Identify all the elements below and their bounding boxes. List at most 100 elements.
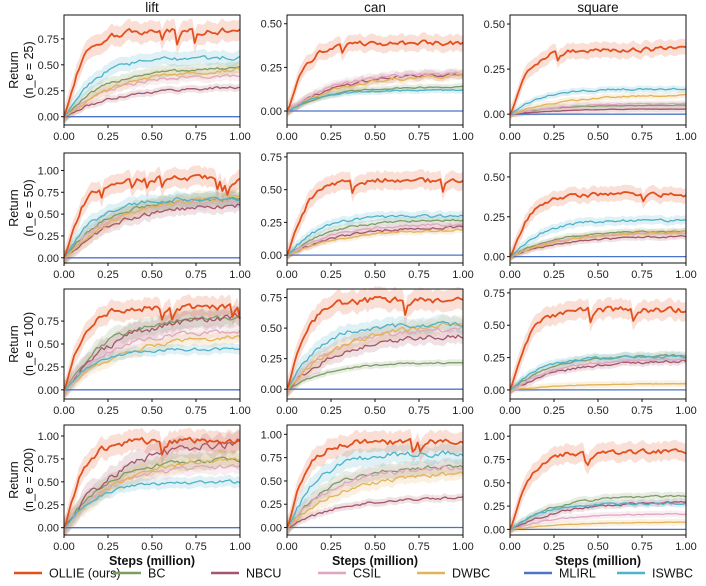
line-ollie-ours-: [509, 448, 687, 530]
legend-item-dwbc: DWBC: [417, 567, 490, 581]
y-tick-label: 0.00: [484, 252, 505, 264]
x-tick-label: 0.25: [543, 131, 564, 143]
x-tick-label: 0.75: [631, 405, 652, 417]
band-ollie-ours-: [64, 165, 240, 268]
line-csil: [509, 102, 687, 115]
x-tick-label: 1.00: [229, 269, 250, 281]
y-tick-label: 0.50: [484, 172, 505, 184]
panel-can-row-2: 0.00 0.25 0.50 0.75 0.00 0.25 0.50 0.75 1.00: [261, 286, 474, 417]
x-tick-label: 0.50: [364, 405, 385, 417]
line-iswbc: [286, 88, 464, 112]
line-dwbc: [509, 521, 687, 531]
y-tick-label: 0.00: [261, 523, 282, 535]
line-nbcu: [63, 86, 241, 118]
band-iswbc: [287, 441, 463, 537]
y-tick-label: 0.00: [261, 384, 282, 396]
y-tick-label: 0.50: [261, 185, 282, 197]
band-csil: [510, 510, 686, 533]
band-dwbc: [64, 329, 240, 397]
line-bc: [509, 230, 687, 258]
y-tick-label: 0.00: [38, 385, 59, 397]
legend-label: MLIRL: [559, 567, 596, 581]
band-bc: [287, 359, 463, 393]
y-tick-label: 0.00: [38, 112, 59, 124]
x-tick-label: 0.75: [185, 131, 206, 143]
x-tick-label: 0.25: [320, 269, 341, 281]
line-csil: [286, 71, 463, 112]
panel-square-row-3: 0.00 0.25 0.50 0.75 1.00 0.00 0.25 0.50 0.75 1.00…: [484, 424, 697, 568]
band-iswbc: [64, 48, 240, 125]
y-tick-label: 0.75: [261, 453, 282, 465]
band-dwbc: [287, 314, 463, 398]
x-tick-label: 0.25: [320, 131, 341, 143]
panels-grid: 0.00 0.25 0.50 0.75 0.00 0.25 0.50 0.75 1.00 lift…: [7, 0, 697, 568]
y-tick-label: 0.75: [38, 316, 59, 328]
band-iswbc: [287, 86, 463, 115]
line-dwbc: [509, 230, 687, 258]
panel-can-row-3: 0.00 0.25 0.50 0.75 1.00 0.00 0.25 0.50 0.75 1.00…: [261, 424, 474, 568]
line-iswbc: [509, 87, 687, 115]
panel-lift-row-1: 0.00 0.25 0.50 0.75 1.00 0.00 0.25 0.50 0.75 1.00…: [7, 152, 251, 281]
x-tick-label: 0.50: [587, 405, 608, 417]
x-tick-label: 0.75: [408, 405, 429, 417]
y-tick-label: 0.25: [484, 501, 505, 513]
line-nbcu: [63, 313, 241, 391]
band-nbcu: [64, 429, 240, 539]
line-bc: [63, 65, 241, 118]
line-csil: [286, 223, 464, 256]
panel-lift-row-3: 0.00 0.25 0.50 0.75 1.00 0.00 0.25 0.50 0.75 1.00…: [7, 424, 251, 568]
x-tick-label: 0.00: [53, 269, 74, 281]
line-csil: [509, 512, 687, 531]
band-iswbc: [64, 342, 240, 395]
x-tick-label: 0.50: [587, 269, 608, 281]
band-nbcu: [287, 68, 463, 116]
band-ollie-ours-: [64, 18, 240, 128]
line-iswbc: [286, 450, 464, 529]
x-tick-label: 0.50: [364, 541, 385, 553]
plot-area: [287, 289, 463, 399]
x-tick-label: 0.50: [587, 131, 608, 143]
legend-label: ISWBC: [652, 567, 693, 581]
x-tick-label: 0.75: [631, 541, 652, 553]
panel-lift-row-0: 0.00 0.25 0.50 0.75 0.00 0.25 0.50 0.75 1.00 lift…: [7, 0, 251, 143]
row-label-return: Return: [7, 51, 21, 89]
x-tick-label: 0.25: [97, 269, 118, 281]
band-nbcu: [510, 356, 686, 394]
panel-can-row-1: 0.00 0.25 0.50 0.75 0.00 0.25 0.50 0.75 1.00: [261, 152, 474, 281]
band-dwbc: [64, 62, 240, 123]
line-iswbc: [63, 479, 241, 529]
line-bc: [286, 218, 464, 256]
x-tick-label: 1.00: [675, 131, 696, 143]
legend-label: DWBC: [452, 567, 490, 581]
band-iswbc: [64, 190, 240, 266]
y-tick-label: 0.25: [261, 499, 282, 511]
row-label-return: Return: [7, 189, 21, 227]
y-tick-label: 0.25: [261, 62, 282, 74]
legend-item-ollie-ours-: OLLIE (ours): [14, 567, 121, 581]
line-dwbc: [509, 382, 687, 391]
x-tick-label: 0.75: [631, 131, 652, 143]
x-tick-label: 0.75: [408, 131, 429, 143]
row-label-ne: (n_e = 100): [22, 312, 36, 376]
line-ollie-ours-: [509, 305, 687, 391]
y-tick-label: 0.50: [38, 209, 59, 221]
x-tick-label: 0.75: [408, 269, 429, 281]
legend-label: NBCU: [246, 567, 281, 581]
x-tick-label: 0.75: [408, 541, 429, 553]
y-tick-label: 0.25: [261, 354, 282, 366]
x-tick-label: 0.00: [53, 131, 74, 143]
legend-item-nbcu: NBCU: [211, 567, 281, 581]
band-csil: [64, 323, 240, 398]
row-label-return: Return: [7, 461, 21, 499]
line-nbcu: [286, 225, 464, 257]
y-tick-label: 0.75: [38, 34, 59, 46]
x-tick-label: 1.00: [452, 405, 473, 417]
plot-area: [510, 289, 686, 399]
band-ollie-ours-: [64, 294, 240, 401]
legend-item-bc: BC: [113, 567, 165, 581]
band-iswbc: [287, 209, 463, 261]
y-tick-label: 0.00: [261, 106, 282, 118]
y-tick-label: 0.50: [38, 477, 59, 489]
band-dwbc: [287, 465, 463, 535]
y-tick-label: 1.00: [38, 165, 59, 177]
